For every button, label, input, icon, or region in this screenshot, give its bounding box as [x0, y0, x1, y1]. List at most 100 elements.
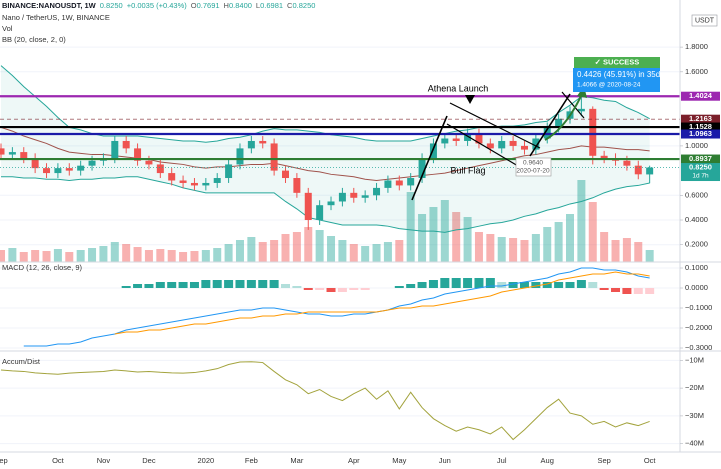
histogram-bar [428, 280, 438, 288]
candle-body [407, 178, 415, 186]
volume-bar [65, 252, 74, 262]
volume-bar [31, 250, 40, 262]
candle-body [475, 133, 483, 144]
volume-bar [327, 236, 336, 262]
histogram-bar [645, 288, 655, 294]
legend-layer: BINANCE:NANOUSDT, 1W 0.8250 +0.0035 (+0.43… [2, 1, 315, 366]
candle-body [77, 165, 85, 171]
annotation: 0.4426 (45.91%) in 35d [577, 70, 660, 79]
header: BINANCE:NANOUSDT, 1W 0.8250 +0.0035 (+0.43… [2, 1, 315, 10]
histogram-bar [326, 288, 336, 292]
candle-body [65, 168, 73, 171]
annotation: ✓ SUCCESS [595, 57, 640, 66]
histogram-bar [485, 278, 495, 288]
countdown: 1d 7h [692, 173, 709, 180]
x-tick-label: Sep [0, 456, 8, 465]
volume-bar [429, 207, 438, 262]
x-tick-label: Jun [439, 456, 451, 465]
candle-body [236, 148, 244, 165]
candle-body [589, 108, 597, 156]
candle-body [31, 158, 39, 169]
x-tick-label: Aug [541, 456, 554, 465]
volume-bar [338, 240, 347, 262]
histogram-bar [474, 278, 484, 288]
y-tick-label: −0.3000 [685, 343, 712, 352]
y-tick-label: −20M [685, 383, 704, 392]
price-note-box [515, 157, 552, 177]
candle-body [520, 145, 528, 150]
candle-body [418, 158, 426, 179]
candle-body [247, 140, 255, 149]
histogram-bar [189, 282, 199, 288]
x-tick-label: Dec [142, 456, 156, 465]
volume-bar [600, 232, 609, 262]
currency-box [691, 14, 718, 27]
x-tick-label: Nov [97, 456, 111, 465]
volume-bar [179, 252, 188, 262]
flag-line [449, 102, 541, 149]
volume-bar [543, 227, 552, 262]
ohlc-value: 0.6981 [260, 1, 283, 10]
candle-body [190, 182, 198, 186]
y-tick-label: 0.1000 [685, 263, 708, 272]
volume-bar [395, 240, 404, 262]
histogram-bar [622, 288, 632, 294]
volume-bar [201, 250, 210, 262]
pane-title: Accum/Dist [2, 357, 41, 366]
candle-body [600, 155, 608, 159]
histogram-bar [519, 282, 529, 288]
histogram-bar [463, 278, 473, 288]
histogram-bar [133, 284, 143, 288]
annotation: 0.9640 [523, 160, 543, 167]
volume-bar [418, 214, 427, 262]
volume-bar [634, 242, 643, 262]
volume-bar [19, 252, 28, 262]
volume-bar [554, 222, 563, 262]
histogram-bar [224, 280, 234, 288]
candle-body [122, 140, 130, 149]
histogram-bar [531, 282, 541, 288]
ohlc-key: L [256, 1, 260, 10]
candle-body [646, 167, 654, 175]
volume-bar [122, 244, 131, 262]
last-price-tag [681, 163, 720, 182]
plot-layer [0, 65, 680, 441]
histogram-bar [144, 284, 154, 288]
volume-bar [577, 180, 586, 262]
volume-bar [611, 240, 620, 262]
x-tick-label: Oct [52, 456, 65, 465]
histogram-bar [394, 286, 404, 288]
ohlc-key: C [287, 1, 293, 10]
candle-body [282, 170, 289, 179]
volume-bar [110, 242, 119, 262]
volume-bar [270, 240, 279, 262]
volume-bar [8, 248, 17, 262]
volume-bar [99, 246, 108, 262]
level-label: 1.1528 [689, 122, 712, 131]
volume-bar [645, 250, 654, 262]
candle-body [634, 165, 642, 175]
stats-box [573, 68, 660, 92]
bb-label: BB (20, close, 2, 0) [2, 35, 66, 44]
projection-arrow [544, 93, 583, 141]
candle-body [316, 205, 324, 221]
candle-body [577, 108, 585, 112]
candle-body [441, 138, 449, 144]
level-tag [681, 122, 720, 132]
bb-basis [0, 126, 650, 181]
y-tick-label: −30M [685, 411, 704, 420]
level-label: 0.8937 [689, 154, 712, 163]
volume-bar [497, 237, 506, 262]
histogram-bar [292, 286, 302, 288]
histogram-bar [497, 282, 507, 288]
currency: USDT [695, 17, 715, 24]
histogram-bar [121, 286, 131, 288]
last-price-label: 0.8250 [689, 163, 712, 172]
volume-bar [213, 248, 222, 262]
level-tag [681, 154, 720, 164]
x-tick-label: Mar [290, 456, 303, 465]
change: +0.0035 (+0.43%) [127, 1, 188, 10]
trend-line [561, 91, 585, 119]
